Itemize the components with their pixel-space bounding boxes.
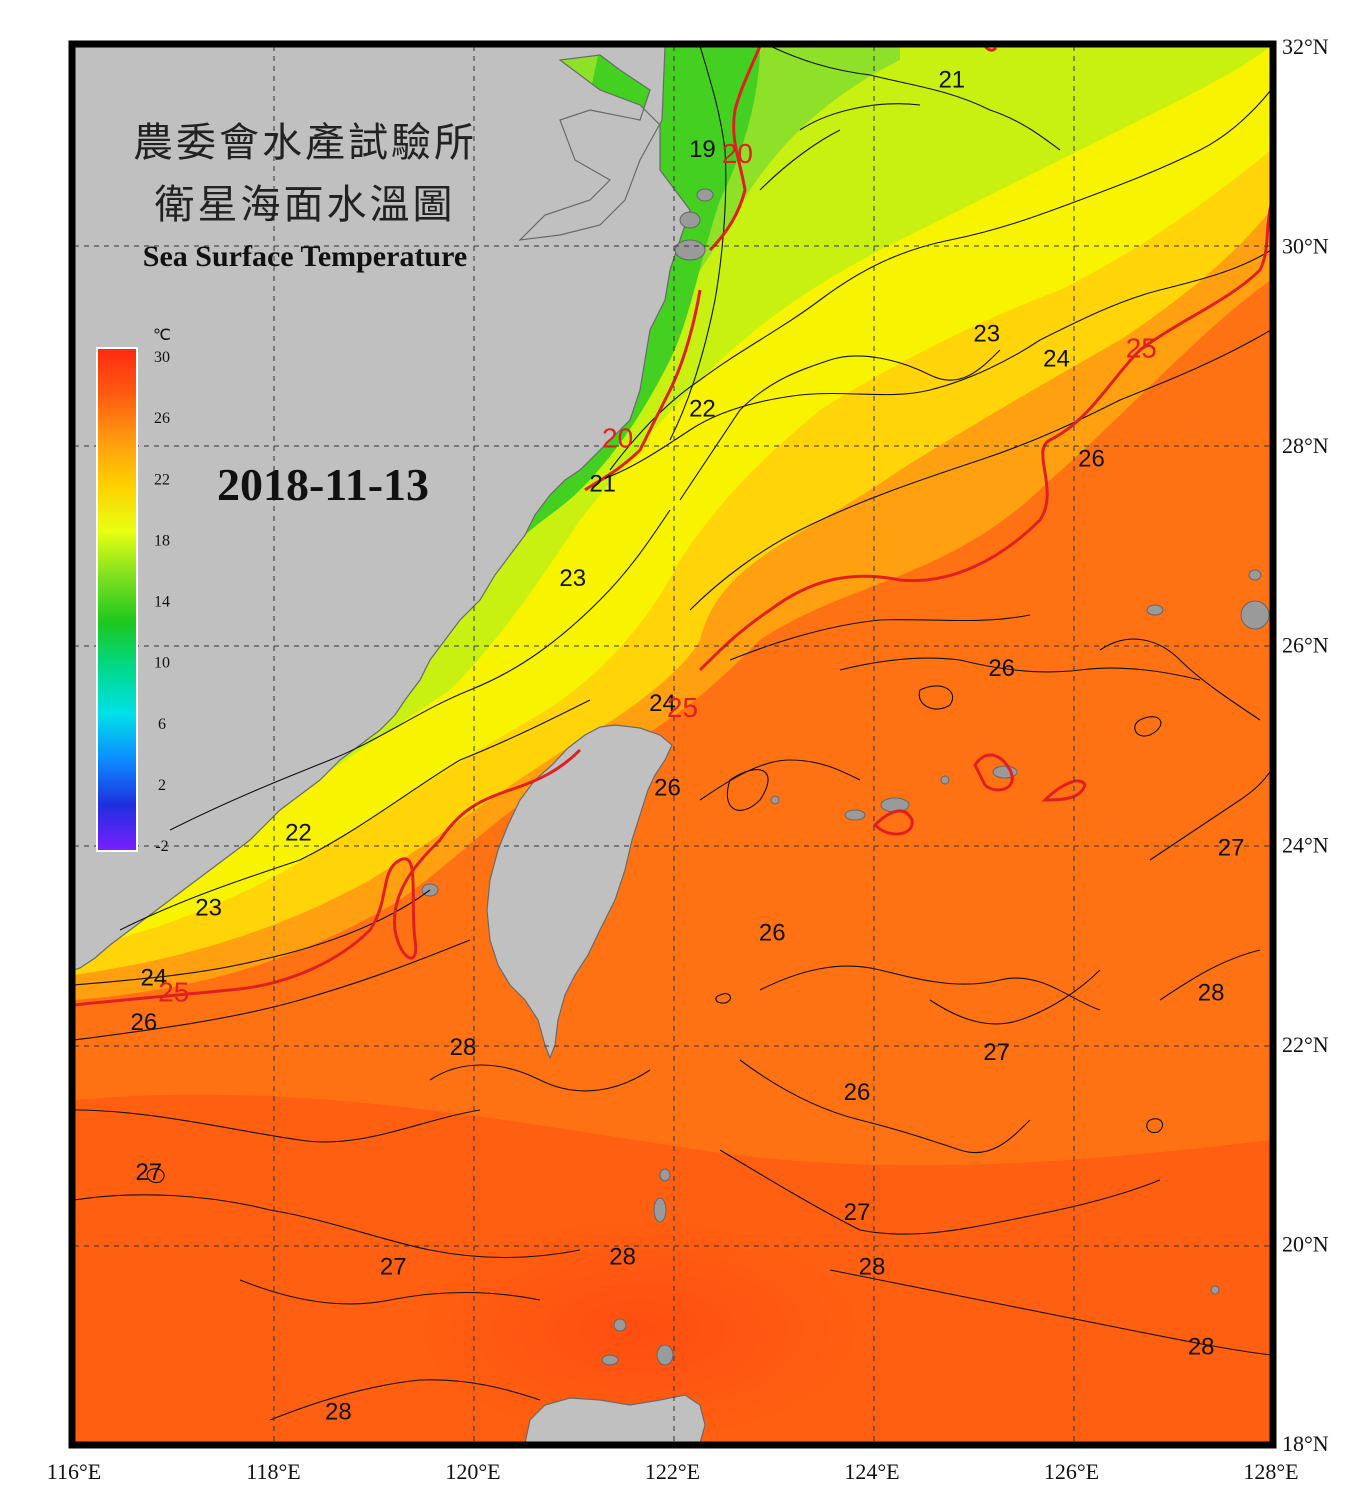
contour-label: 28 bbox=[325, 1398, 352, 1425]
latitude-label: 18°N bbox=[1282, 1431, 1329, 1456]
colorbar-unit: ℃ bbox=[153, 327, 171, 344]
contour-label: 28 bbox=[1188, 1334, 1215, 1361]
longitude-label: 126°E bbox=[1044, 1459, 1099, 1484]
colorbar-tick-label: -2 bbox=[155, 838, 168, 855]
latitude-label: 30°N bbox=[1282, 234, 1329, 259]
contour-label-red: 25 bbox=[667, 692, 698, 723]
land-taiwan bbox=[486, 724, 673, 1060]
contour-label: 23 bbox=[195, 894, 222, 921]
date-label: 2018-11-13 bbox=[217, 459, 429, 510]
longitude-label: 118°E bbox=[246, 1459, 300, 1484]
contour-label: 27 bbox=[380, 1254, 407, 1281]
colorbar-tick-label: 30 bbox=[154, 349, 170, 366]
colorbar-ramp bbox=[96, 347, 138, 852]
contours-red bbox=[74, 46, 1271, 1007]
contour-label: 27 bbox=[1218, 835, 1245, 862]
latitude-label: 28°N bbox=[1282, 433, 1329, 458]
contour-label-red: 25 bbox=[158, 976, 189, 1007]
latitude-label: 22°N bbox=[1282, 1032, 1329, 1057]
contour-label: 23 bbox=[559, 565, 586, 592]
latitude-label: 32°N bbox=[1282, 34, 1329, 59]
land-mainland bbox=[74, 46, 691, 971]
contour-label: 26 bbox=[844, 1079, 871, 1106]
contour-label: 28 bbox=[450, 1034, 477, 1061]
contour-label-red: 20 bbox=[602, 423, 633, 454]
contour-label: 26 bbox=[759, 919, 786, 946]
contour-label: 24 bbox=[140, 964, 167, 991]
contour-label: 28 bbox=[609, 1244, 636, 1271]
sea-hot-patch bbox=[420, 1220, 860, 1440]
small-islands bbox=[421, 188, 1270, 1366]
contour-label: 23 bbox=[973, 321, 1000, 348]
longitude-label: 124°E bbox=[844, 1459, 899, 1484]
graticule bbox=[74, 46, 1271, 1443]
colorbar-tick-label: 18 bbox=[154, 532, 170, 549]
longitude-label: 122°E bbox=[645, 1459, 700, 1484]
colorbar-tick-label: 10 bbox=[154, 655, 170, 672]
latitude-label: 20°N bbox=[1282, 1231, 1329, 1256]
contour-label: 21 bbox=[938, 66, 965, 93]
longitude-label: 116°E bbox=[47, 1459, 101, 1484]
contours-black bbox=[74, 46, 1271, 1421]
contour-label-red: 25 bbox=[1126, 333, 1157, 364]
colorbar-tick-label: 14 bbox=[154, 594, 170, 611]
longitude-label: 120°E bbox=[445, 1459, 500, 1484]
colorbar-tick-label: 6 bbox=[158, 716, 166, 733]
contour-label-red: 20 bbox=[722, 138, 753, 169]
colorbar: ℃ 30 26 22 18 14 10 6 2 -2 bbox=[96, 327, 171, 855]
contour-label: 26 bbox=[1078, 445, 1105, 472]
contour-label: 28 bbox=[859, 1254, 886, 1281]
contour-label: 26 bbox=[988, 655, 1015, 682]
contour-label: 26 bbox=[130, 1009, 157, 1036]
colorbar-tick-label: 22 bbox=[154, 471, 170, 488]
contour-label: 22 bbox=[285, 820, 312, 847]
contour-label: 22 bbox=[689, 396, 716, 423]
title-english: Sea Surface Temperature bbox=[143, 240, 467, 273]
land-luzon bbox=[524, 1394, 706, 1443]
contour-label: 21 bbox=[589, 470, 616, 497]
contour-label: 24 bbox=[1043, 346, 1070, 373]
title-line1: 農委會水產試驗所 bbox=[133, 120, 477, 166]
latitude-label: 26°N bbox=[1282, 633, 1329, 658]
colorbar-tick-label: 2 bbox=[158, 777, 166, 794]
contour-label: 27 bbox=[135, 1159, 162, 1186]
contour-label: 24 bbox=[649, 690, 676, 717]
longitude-label: 128°E bbox=[1243, 1459, 1298, 1484]
colorbar-tick-label: 26 bbox=[154, 410, 170, 427]
contour-label: 26 bbox=[654, 775, 681, 802]
latitude-label: 24°N bbox=[1282, 832, 1329, 857]
contour-label: 19 bbox=[689, 136, 716, 163]
title-line2: 衛星海面水溫圖 bbox=[155, 182, 456, 228]
colorbar-ticks: 30 26 22 18 14 10 6 2 -2 bbox=[154, 349, 170, 855]
contour-label: 28 bbox=[1198, 979, 1225, 1006]
map-frame bbox=[68, 40, 1277, 1449]
contour-label: 27 bbox=[844, 1199, 871, 1226]
longitude-labels: 116°E 118°E 120°E 122°E 124°E 126°E 128°E bbox=[47, 1459, 1299, 1484]
latitude-labels: 32°N 30°N 28°N 26°N 24°N 22°N 20°N 18°N bbox=[1282, 34, 1329, 1456]
contour-label: 27 bbox=[983, 1039, 1010, 1066]
